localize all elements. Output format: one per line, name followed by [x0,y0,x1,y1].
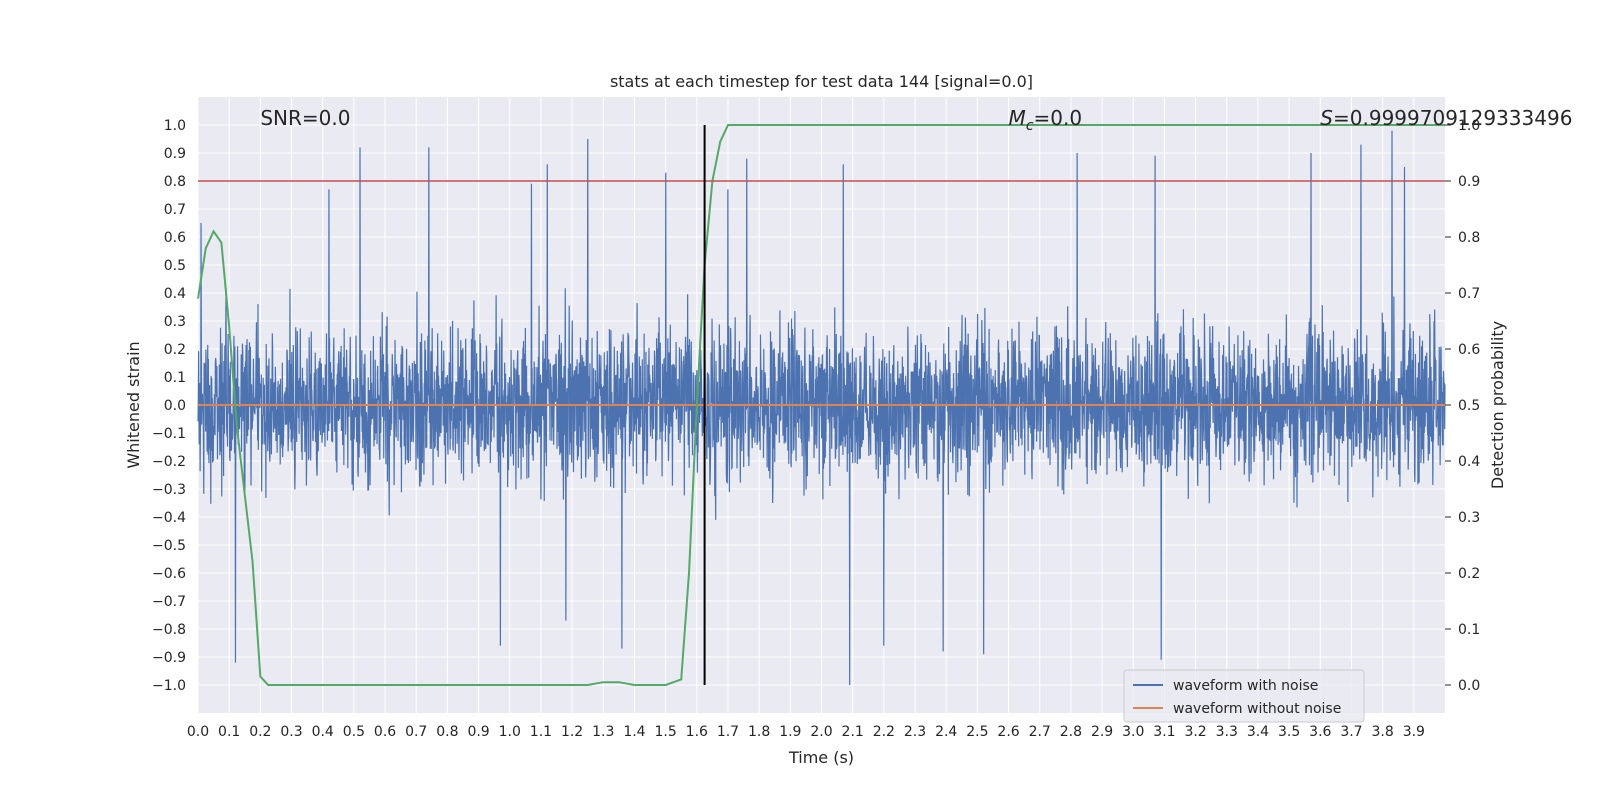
y-axis-ticks: 1.0 0.9 0.8 0.7 0.6 0.5 0.4 0.3 0.2 0.1 0.0 −0.1 −0.… [152,118,186,694]
annotation-s: S=0.9999709129333496 [1320,106,1572,130]
x-tick-label: 0.7 [405,724,427,740]
x-tick-label: 2.7 [1029,724,1051,740]
x-axis-ticks: 0.0 0.1 0.2 0.3 0.4 0.5 0.6 0.7 0.8 0.9 1.0 1.1 1.2 1… [187,724,1425,740]
x-tick-label: 2.0 [810,724,832,740]
y-axis-label: Whitened strain [124,341,143,468]
x-tick-label: 1.5 [654,724,676,740]
y2-tick-label: 0.9 [1458,174,1480,190]
y-tick-label: 0.5 [164,258,186,274]
y2-tick-label: 0.3 [1458,510,1480,526]
x-tick-label: 2.1 [842,724,864,740]
x-tick-label: 2.4 [935,724,957,740]
series-waveform-with-noise [197,130,1446,686]
annotation-snr: SNR=0.0 [260,106,350,130]
x-tick-label: 3.3 [1216,724,1238,740]
y-tick-label: 0.8 [164,174,186,190]
reference-lines [198,125,1445,685]
y-tick-label: −0.1 [152,426,186,442]
x-axis-label: Time (s) [788,748,854,767]
x-tick-label: 0.1 [218,724,240,740]
y2-tick-label: 1.0 [1458,118,1480,134]
x-tick-label: 0.2 [249,724,271,740]
x-tick-label: 2.3 [904,724,926,740]
x-tick-label: 1.8 [748,724,770,740]
y2-tick-label: 0.7 [1458,286,1480,302]
y-tick-label: −0.6 [152,566,186,582]
x-tick-label: 2.8 [1060,724,1082,740]
probability-trace [197,124,1445,686]
y2-tick-label: 0.5 [1458,398,1480,414]
x-tick-label: 2.9 [1091,724,1113,740]
y-tick-label: 0.7 [164,202,186,218]
y-tick-label: 0.1 [164,370,186,386]
annotation-s-value: =0.9999709129333496 [1333,106,1572,130]
x-tick-label: 0.5 [343,724,365,740]
x-tick-label: 1.0 [499,724,521,740]
x-tick-label: 2.2 [873,724,895,740]
annotation-s-symbol: S [1320,106,1333,130]
annotation-mc-symbol: M [1009,106,1026,130]
legend-label-clean: waveform without noise [1173,701,1341,717]
x-tick-label: 3.5 [1278,724,1300,740]
y2-axis-label: Detection probability [1488,321,1507,489]
x-tick-label: 3.8 [1372,724,1394,740]
y2-axis-ticks: 1.0 0.9 0.8 0.7 0.6 0.5 0.4 0.3 0.2 0.1 0.0 [1445,118,1480,694]
y-tick-label: 0.9 [164,146,186,162]
legend: waveform with noise waveform without noi… [1123,669,1365,723]
y-tick-label: 0.0 [164,398,186,414]
x-tick-label: 0.9 [467,724,489,740]
legend-label-noise: waveform with noise [1173,678,1318,694]
annotation-mc: Mc=0.0 [1009,106,1083,134]
x-tick-label: 2.5 [966,724,988,740]
x-tick-label: 0.4 [312,724,334,740]
annotation-mc-subscript: c [1026,118,1034,134]
y-tick-label: −0.9 [152,650,186,666]
x-tick-label: 0.8 [436,724,458,740]
x-tick-label: 1.6 [686,724,708,740]
y-tick-label: 1.0 [164,118,186,134]
x-tick-label: 1.4 [623,724,645,740]
y-tick-label: −0.5 [152,538,186,554]
noise-trace [197,130,1446,686]
x-tick-label: 3.1 [1153,724,1175,740]
y2-tick-label: 0.4 [1458,454,1480,470]
chart-title: stats at each timestep for test data 144… [610,72,1033,91]
y-tick-label: −0.2 [152,454,186,470]
series-detection-probability [197,124,1445,686]
x-tick-label: 2.6 [997,724,1019,740]
x-tick-label: 3.2 [1184,724,1206,740]
y-tick-label: −0.3 [152,482,186,498]
x-tick-label: 0.6 [374,724,396,740]
y2-tick-label: 0.2 [1458,566,1480,582]
x-tick-label: 1.7 [717,724,739,740]
y-tick-label: −1.0 [152,678,186,694]
y-tick-label: −0.4 [152,510,186,526]
x-tick-label: 0.3 [280,724,302,740]
y2-tick-label: 0.0 [1458,678,1480,694]
x-tick-label: 1.3 [592,724,614,740]
y2-tick-label: 0.8 [1458,230,1480,246]
x-tick-label: 3.9 [1403,724,1425,740]
legend-box [1123,669,1365,723]
y-tick-label: 0.3 [164,314,186,330]
x-tick-label: 1.2 [561,724,583,740]
y2-tick-label: 0.6 [1458,342,1480,358]
x-tick-label: 3.6 [1309,724,1331,740]
x-tick-label: 3.4 [1247,724,1269,740]
x-tick-label: 3.0 [1122,724,1144,740]
y-tick-label: 0.2 [164,342,186,358]
y-tick-label: 0.4 [164,286,186,302]
x-tick-label: 3.7 [1340,724,1362,740]
y-tick-label: 0.6 [164,230,186,246]
x-tick-label: 1.9 [779,724,801,740]
annotation-mc-value: =0.0 [1034,106,1083,130]
y-tick-label: −0.7 [152,594,186,610]
x-tick-label: 1.1 [530,724,552,740]
y-tick-label: −0.8 [152,622,186,638]
y2-tick-label: 0.1 [1458,622,1480,638]
x-tick-label: 0.0 [187,724,209,740]
